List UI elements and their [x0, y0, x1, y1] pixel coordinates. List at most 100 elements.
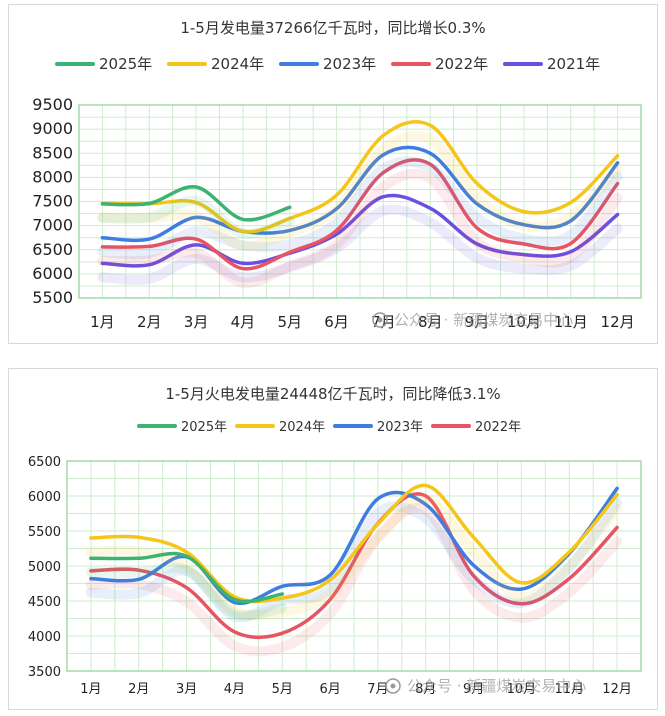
y-tick-label: 3500 [28, 665, 61, 680]
data-point [472, 535, 476, 539]
wechat-icon [385, 678, 401, 694]
data-point [616, 154, 620, 158]
data-point [137, 556, 141, 560]
y-tick-label: 4500 [28, 595, 61, 610]
y-tick-label: 5000 [28, 560, 61, 575]
data-point [280, 584, 284, 588]
data-point [475, 226, 479, 230]
data-point [288, 205, 292, 209]
x-tick-label: 10月 [507, 313, 541, 331]
y-tick-label: 5500 [28, 525, 61, 540]
chart-title: 1-5月火电发电量24448亿千瓦时，同比降低3.1% [165, 385, 500, 403]
x-tick-label: 9月 [465, 313, 490, 331]
data-point [241, 267, 245, 271]
legend-item[interactable]: 2024年 [235, 420, 325, 435]
series-2022年 [85, 492, 623, 657]
data-point [185, 554, 189, 558]
legend-item[interactable]: 2025年 [137, 420, 227, 435]
series-shadow [97, 204, 623, 285]
data-point [569, 200, 573, 204]
x-tick-label: 5月 [272, 682, 293, 697]
chart-title: 1-5月发电量37266亿千瓦时，同比增长0.3% [180, 19, 485, 37]
legend-item[interactable]: 2022年 [391, 55, 488, 73]
legend-label: 2021年 [547, 55, 600, 73]
data-point [194, 243, 198, 247]
y-tick-label: 9000 [32, 119, 73, 138]
legend-item[interactable]: 2021年 [503, 55, 600, 73]
series-line [89, 483, 619, 604]
legend-label: 2024年 [211, 55, 264, 73]
x-tick-label: 10月 [507, 682, 537, 697]
data-point [185, 586, 189, 590]
data-point [519, 587, 523, 591]
series-line [100, 120, 620, 234]
x-tick-label: 9月 [463, 682, 484, 697]
legend-item[interactable]: 2023年 [333, 420, 423, 435]
series-line [89, 492, 619, 640]
x-tick-label: 1月 [80, 682, 101, 697]
data-point [194, 185, 198, 189]
y-tick-label: 6500 [28, 455, 61, 470]
legend-label: 2023年 [377, 420, 423, 435]
data-point [280, 596, 284, 600]
series-line [100, 158, 620, 271]
data-point [616, 161, 620, 165]
legend-label: 2023年 [323, 55, 376, 73]
data-point [137, 577, 141, 581]
x-tick-label: 8月 [418, 313, 443, 331]
watermark-text: 公众号 · 新疆煤炭交易中心 [407, 677, 586, 695]
series-shadow [97, 156, 623, 260]
data-point [232, 598, 236, 602]
chart-panel-2: 1-5月火电发电量24448亿千瓦时，同比降低3.1% 2025年 2024年 202… [8, 368, 658, 710]
chart-2: 1-5月火电发电量24448亿千瓦时，同比降低3.1% 2025年 2024年 202… [28, 385, 642, 697]
legend-item[interactable]: 2025年 [55, 55, 152, 73]
data-point [89, 536, 93, 540]
y-tick-label: 7500 [32, 192, 73, 211]
y-tick-label: 6000 [28, 490, 61, 505]
data-point [100, 202, 104, 206]
legend-label: 2024年 [279, 420, 325, 435]
data-point [232, 630, 236, 634]
legend-label: 2022年 [435, 55, 488, 73]
data-point [615, 486, 619, 490]
series-line [100, 145, 620, 243]
series-shadow [85, 497, 623, 623]
series-2021年 [97, 193, 623, 285]
y-tick-label: 7000 [32, 216, 73, 235]
series-2025年 [85, 551, 288, 621]
series-line [89, 551, 285, 604]
legend-item[interactable]: 2022年 [431, 420, 521, 435]
wechat-icon-dot [377, 317, 383, 323]
x-tick-label: 11月 [554, 313, 588, 331]
watermark: 公众号 · 新疆煤炭交易中心 [385, 677, 586, 695]
y-tick-label: 9500 [32, 95, 73, 114]
x-tick-label: 12月 [601, 313, 635, 331]
legend-item[interactable]: 2024年 [167, 55, 264, 73]
x-tick-label: 4月 [224, 682, 245, 697]
series-shadow [85, 494, 623, 621]
y-tick-label: 8000 [32, 167, 73, 186]
series-2022年 [97, 158, 623, 288]
data-point [280, 592, 284, 596]
plot-frame [66, 460, 642, 672]
data-point [194, 237, 198, 241]
x-tick-label: 6月 [319, 682, 340, 697]
data-point [567, 577, 571, 581]
x-tick-label: 3月 [184, 313, 209, 331]
data-point [472, 563, 476, 567]
y-tick-label: 6500 [32, 240, 73, 259]
watermark: 公众号 · 新疆煤炭交易中心 [372, 311, 573, 329]
x-tick-label: 3月 [176, 682, 197, 697]
series-shadow [97, 168, 623, 288]
series-shadow [85, 562, 288, 621]
plot-frame [78, 104, 642, 299]
data-point [376, 497, 380, 501]
x-tick-label: 12月 [602, 682, 632, 697]
data-point [615, 526, 619, 530]
data-point [424, 484, 428, 488]
x-tick-label: 6月 [324, 313, 349, 331]
data-point [428, 151, 432, 155]
data-point [241, 261, 245, 265]
legend-item[interactable]: 2023年 [279, 55, 376, 73]
data-point [89, 556, 93, 560]
